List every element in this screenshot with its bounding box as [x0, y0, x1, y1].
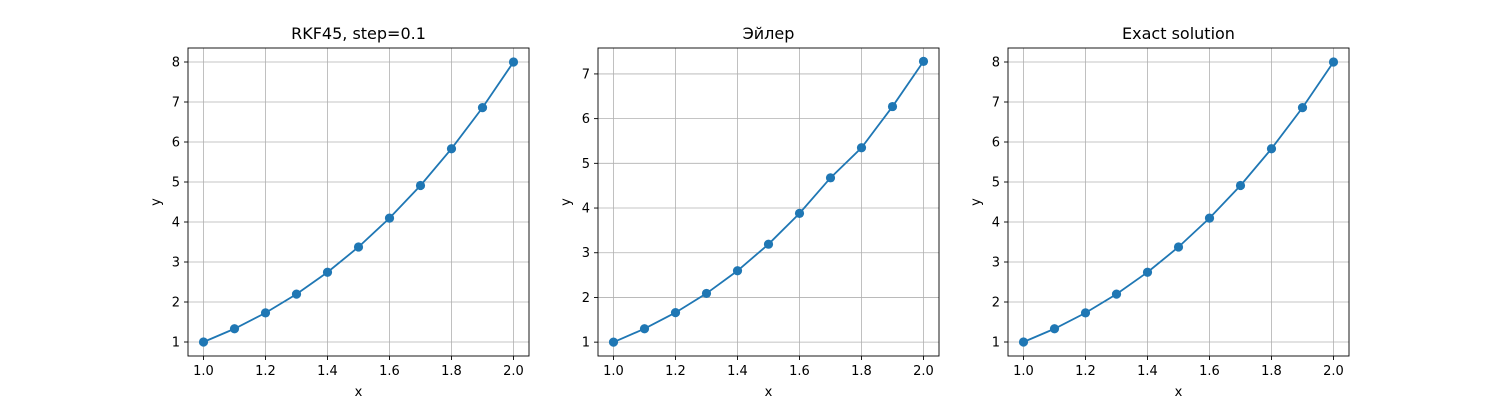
x-tick-label: 1.8 [851, 364, 872, 379]
y-tick-label: 7 [172, 96, 180, 111]
data-point [229, 324, 240, 334]
data-point [1080, 308, 1091, 318]
x-tick-label: 1.0 [603, 364, 624, 379]
x-tick-label: 2.0 [503, 364, 524, 379]
y-tick-label: 4 [582, 202, 590, 217]
data-point [1111, 289, 1122, 299]
y-tick-label: 6 [172, 136, 180, 151]
subplot-3: 1.0 1.2 1.4 1.6 1.8 2.0 1 2 3 4 5 6 7 8 x y Exact soluti… [969, 24, 1350, 400]
x-tick-label: 1.6 [789, 364, 810, 379]
series-line [1023, 61, 1335, 343]
y-tick-label: 6 [582, 112, 590, 127]
x-tick-label: 1.4 [727, 364, 748, 379]
y-axis-label: y [969, 198, 984, 206]
y-tick-label: 7 [992, 96, 1000, 111]
data-point [198, 337, 209, 347]
data-point [856, 143, 867, 153]
data-point [1049, 324, 1060, 334]
y-tick-label: 7 [582, 67, 590, 82]
x-tick-label: 1.8 [441, 364, 462, 379]
data-point [639, 324, 650, 334]
y-tick-label: 6 [992, 136, 1000, 151]
x-axis-label: x [1175, 385, 1183, 400]
data-point [887, 101, 898, 112]
data-point [1018, 337, 1029, 347]
data-point [608, 337, 619, 347]
x-tick-label: 1.8 [1261, 364, 1282, 379]
axes-frame [597, 47, 940, 357]
y-tick-label: 2 [582, 291, 590, 306]
data-point [384, 213, 395, 223]
x-tick-label: 1.2 [1075, 364, 1096, 379]
y-tick-label: 1 [172, 336, 180, 351]
subplot-1: 1.0 1.2 1.4 1.6 1.8 2.0 1 2 3 4 5 6 7 8 x y RKF45, step=… [149, 24, 530, 400]
y-tick-label: 1 [582, 336, 590, 351]
y-axis-label: y [559, 198, 574, 206]
y-tick-label: 2 [172, 296, 180, 311]
subplot-2: 1.0 1.2 1.4 1.6 1.8 2.0 1 2 3 4 5 6 7 x y Эйлер [559, 24, 940, 400]
data-point [477, 103, 488, 113]
data-point [794, 208, 805, 218]
data-point [446, 144, 457, 154]
x-tick-label: 1.6 [379, 364, 400, 379]
data-point [1204, 213, 1215, 223]
data-point [1297, 103, 1308, 113]
x-tick-label: 1.6 [1199, 364, 1220, 379]
data-point [1328, 57, 1339, 67]
y-tick-label: 3 [172, 256, 180, 271]
data-point [322, 267, 333, 277]
data-point [1142, 267, 1153, 277]
y-tick-label: 3 [582, 246, 590, 261]
series-line [203, 61, 515, 343]
data-point [763, 239, 774, 249]
x-tick-label: 1.0 [193, 364, 214, 379]
x-tick-label: 1.2 [255, 364, 276, 379]
y-tick-label: 8 [992, 56, 1000, 71]
x-axis-label: x [765, 385, 773, 400]
x-tick-label: 2.0 [913, 364, 934, 379]
y-axis-label: y [149, 198, 164, 206]
data-point [508, 57, 519, 67]
x-tick-label: 2.0 [1323, 364, 1344, 379]
data-point [1173, 242, 1184, 252]
chart-title: Exact solution [1122, 24, 1235, 43]
x-tick-label: 1.2 [665, 364, 686, 379]
y-tick-label: 8 [172, 56, 180, 71]
x-tick-label: 1.4 [317, 364, 338, 379]
x-axis-label: x [355, 385, 363, 400]
x-tick-label: 1.0 [1013, 364, 1034, 379]
series-line [613, 60, 925, 343]
data-point [701, 288, 712, 299]
data-point [1235, 180, 1246, 191]
data-point [291, 289, 302, 299]
data-point [415, 180, 426, 191]
axes-frame [187, 47, 530, 357]
data-point [353, 242, 364, 252]
data-point [670, 307, 681, 318]
y-tick-label: 3 [992, 256, 1000, 271]
data-point [732, 266, 743, 276]
data-point [260, 308, 271, 318]
data-point [825, 173, 836, 183]
x-tick-label: 1.4 [1137, 364, 1158, 379]
y-tick-label: 5 [582, 157, 590, 172]
y-tick-label: 4 [992, 216, 1000, 231]
y-tick-label: 4 [172, 216, 180, 231]
y-tick-label: 5 [992, 176, 1000, 191]
y-tick-label: 5 [172, 176, 180, 191]
chart-title: Эйлер [743, 24, 795, 43]
chart-title: RKF45, step=0.1 [291, 24, 426, 43]
axes-frame [1007, 47, 1350, 357]
y-tick-label: 1 [992, 336, 1000, 351]
data-point [1266, 144, 1277, 154]
y-tick-label: 2 [992, 296, 1000, 311]
data-point [918, 56, 929, 67]
